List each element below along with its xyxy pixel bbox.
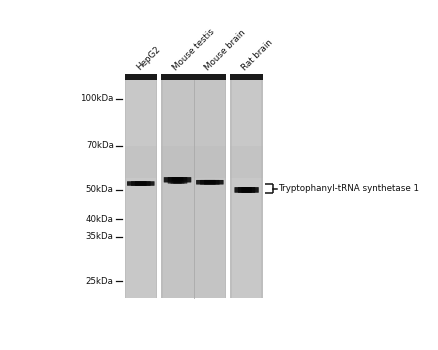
Bar xyxy=(230,80,262,298)
Bar xyxy=(230,74,262,80)
Text: 25kDa: 25kDa xyxy=(86,277,113,286)
Bar xyxy=(224,80,226,298)
Text: 50kDa: 50kDa xyxy=(86,186,113,195)
FancyBboxPatch shape xyxy=(127,181,154,186)
Bar xyxy=(124,74,157,80)
FancyBboxPatch shape xyxy=(167,177,187,182)
Bar xyxy=(261,80,262,298)
Text: 35kDa: 35kDa xyxy=(86,232,113,241)
Bar xyxy=(124,146,157,178)
FancyBboxPatch shape xyxy=(173,181,181,184)
Text: 70kDa: 70kDa xyxy=(86,141,113,150)
Text: 100kDa: 100kDa xyxy=(80,94,113,103)
FancyBboxPatch shape xyxy=(204,180,215,184)
Text: Tryptophanyl-tRNA synthetase 1: Tryptophanyl-tRNA synthetase 1 xyxy=(278,184,418,193)
Text: Mouse testis: Mouse testis xyxy=(171,27,216,72)
FancyBboxPatch shape xyxy=(134,181,146,186)
FancyBboxPatch shape xyxy=(170,181,184,184)
FancyBboxPatch shape xyxy=(200,180,219,184)
FancyBboxPatch shape xyxy=(241,187,251,193)
Text: Rat brain: Rat brain xyxy=(240,37,274,72)
Bar xyxy=(230,146,262,178)
Bar xyxy=(161,80,226,298)
Bar xyxy=(124,80,157,298)
FancyBboxPatch shape xyxy=(131,181,150,186)
Text: 40kDa: 40kDa xyxy=(86,215,113,224)
FancyBboxPatch shape xyxy=(237,187,254,193)
Bar xyxy=(161,74,226,80)
Bar xyxy=(230,80,231,298)
Bar xyxy=(124,80,126,298)
Text: Mouse brain: Mouse brain xyxy=(203,28,247,72)
Bar xyxy=(161,80,162,298)
FancyBboxPatch shape xyxy=(234,187,258,193)
Text: HepG2: HepG2 xyxy=(134,45,162,72)
FancyBboxPatch shape xyxy=(196,180,223,184)
FancyBboxPatch shape xyxy=(163,177,191,182)
Bar xyxy=(161,146,226,178)
FancyBboxPatch shape xyxy=(167,181,187,184)
FancyBboxPatch shape xyxy=(171,177,183,182)
Bar xyxy=(155,80,157,298)
